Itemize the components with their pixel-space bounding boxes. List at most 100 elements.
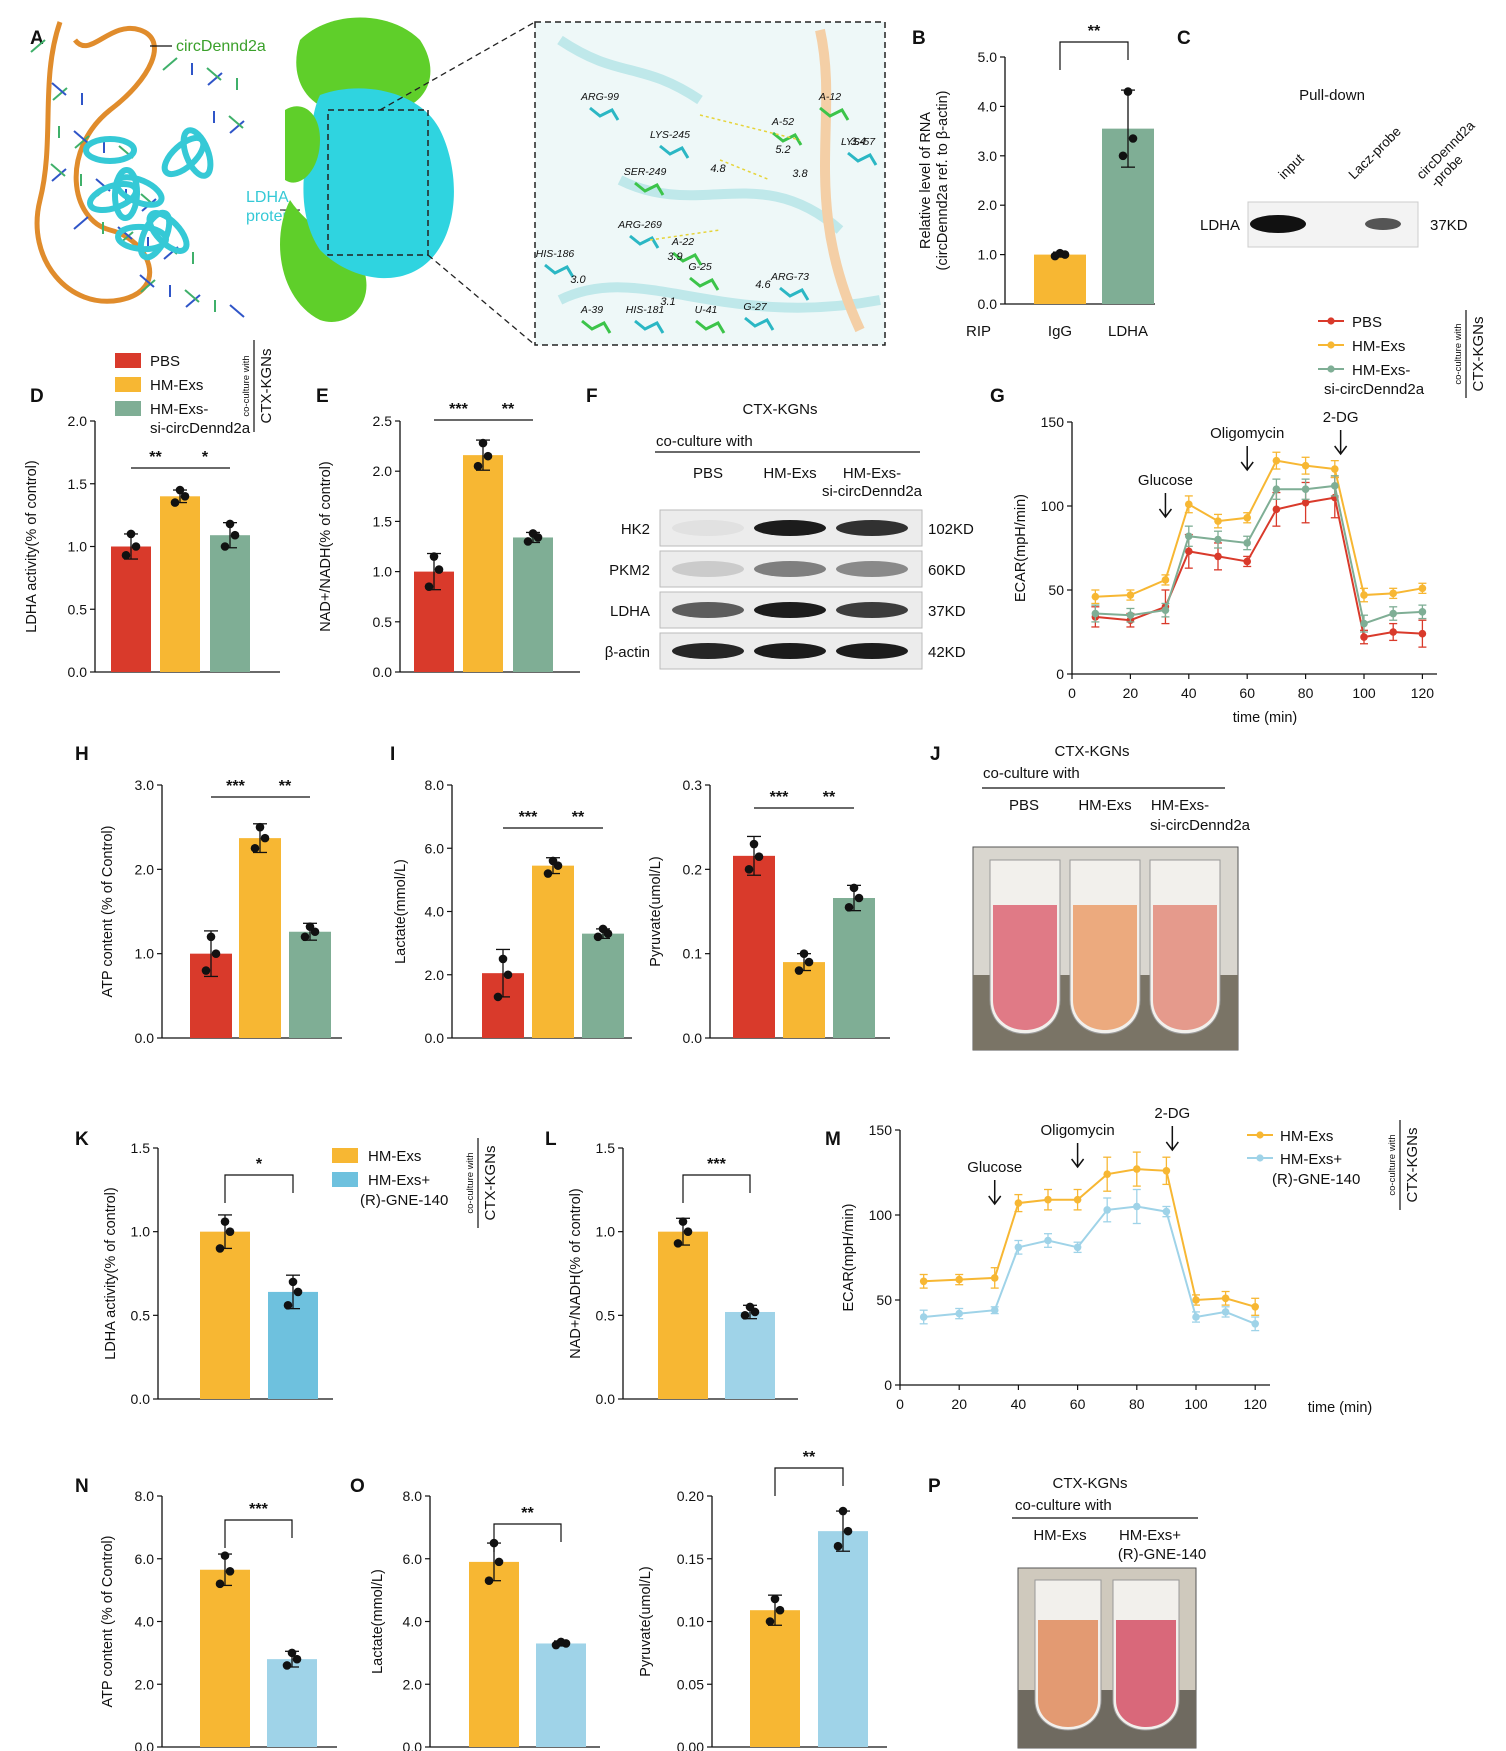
y-tick-label: 4.0 xyxy=(425,904,445,920)
y-axis-label: Pyruvate(umol/L) xyxy=(648,856,664,966)
side-label-small: co-culture with xyxy=(1453,323,1464,384)
panel-o-lactate-chart: 0.0 2.0 4.0 6.0 8.0 Lactate(mmol/L) ** xyxy=(370,1488,600,1751)
rna-base xyxy=(228,115,244,129)
legend-label: HM-Exs xyxy=(1352,338,1405,355)
data-point xyxy=(250,843,260,853)
x-tick-label: 60 xyxy=(1239,685,1255,701)
bar xyxy=(513,537,553,672)
panel-g-chart: 0 50 100 150 0 20 40 60 80 100 120 ECAR(mpH/min) tim… xyxy=(1013,409,1437,726)
data-point xyxy=(1243,513,1251,522)
rna-base xyxy=(73,216,89,230)
lane-label: HM-Exs- xyxy=(1151,797,1209,814)
data-point xyxy=(260,833,270,843)
y-tick-label: 2.0 xyxy=(978,197,998,213)
blot-title: Pull-down xyxy=(1299,87,1365,104)
residue-label: HIS-181 xyxy=(626,304,665,316)
legend-swatch-dot xyxy=(1256,1131,1264,1139)
y-tick-label: 0.0 xyxy=(135,1739,155,1751)
residue-stick xyxy=(629,234,660,249)
significance-mark: * xyxy=(256,1156,263,1173)
panel-label: M xyxy=(825,1129,841,1150)
y-tick-label: 3.0 xyxy=(135,777,155,793)
surface-model xyxy=(280,17,454,322)
x-tick-label: 0 xyxy=(1068,685,1076,701)
size-label: 37KD xyxy=(1430,217,1468,234)
row-label: HK2 xyxy=(621,521,650,538)
x-tick-label: 60 xyxy=(1070,1396,1086,1412)
y-tick-label: 150 xyxy=(869,1122,893,1138)
side-label-small: co-culture with xyxy=(465,1152,476,1213)
rna-ribbon xyxy=(815,28,865,333)
data-point xyxy=(1192,1313,1200,1321)
x-tick-label: 40 xyxy=(1011,1396,1027,1412)
data-point xyxy=(593,932,603,942)
y-axis-label: (circDennd2a ref. to β-actin) xyxy=(935,91,951,271)
data-point xyxy=(1091,609,1100,618)
bar xyxy=(111,546,151,672)
photo-title: CTX-KGNs xyxy=(1053,1475,1128,1492)
data-point xyxy=(484,1576,494,1586)
legend-swatch xyxy=(332,1148,358,1163)
rna-base xyxy=(73,130,89,144)
data-point xyxy=(849,883,859,893)
x-tick-label: 40 xyxy=(1181,685,1197,701)
y-tick-label: 0.5 xyxy=(68,601,88,617)
data-point xyxy=(1073,1195,1082,1204)
annotation-label: 2-DG xyxy=(1323,409,1359,426)
series-line xyxy=(1095,484,1423,625)
data-point xyxy=(1301,461,1310,470)
data-point xyxy=(1185,532,1193,541)
size-label: 42KD xyxy=(928,644,966,661)
significance-mark: ** xyxy=(149,449,162,466)
data-point xyxy=(1162,1167,1171,1175)
rna-base xyxy=(185,294,201,308)
rna-base xyxy=(30,39,46,53)
data-point xyxy=(1272,505,1281,514)
data-point xyxy=(230,530,240,540)
data-point xyxy=(838,1506,848,1516)
bar xyxy=(469,1561,519,1747)
significance-bracket xyxy=(774,1467,844,1496)
panel-label: B xyxy=(912,28,926,49)
surface-cyan xyxy=(303,88,454,279)
y-tick-label: 0.5 xyxy=(373,614,393,630)
y-tick-label: 0 xyxy=(884,1377,892,1393)
data-point xyxy=(1389,628,1397,636)
legend-label: (R)-GNE-140 xyxy=(1272,1171,1360,1188)
photo-title: CTX-KGNs xyxy=(1055,743,1130,760)
data-point xyxy=(770,1594,780,1604)
row-label: PKM2 xyxy=(609,562,650,579)
side-label-d: co-culture with CTX-KGNs xyxy=(241,340,275,432)
significance-mark: *** xyxy=(249,1501,268,1518)
y-tick-label: 0.05 xyxy=(677,1676,704,1692)
helix xyxy=(87,180,139,214)
panel-j-photo: CTX-KGNs co-culture with PBS HM-Exs HM-Exs-s… xyxy=(972,743,1251,1051)
side-label-m: co-culture with CTX-KGNs xyxy=(1387,1120,1421,1210)
panel-m-chart: 0 50 100 150 0 20 40 60 80 100 120 ECAR(mpH/min) tim… xyxy=(841,1105,1372,1416)
bar xyxy=(210,535,250,672)
band xyxy=(672,561,744,577)
annotation-arrow xyxy=(988,1180,1002,1206)
y-tick-label: 4.0 xyxy=(403,1614,423,1630)
legend-d: PBS HM-Exs HM-Exs-si-circDennd2a xyxy=(115,353,251,437)
bar xyxy=(463,455,503,672)
y-axis-label: LDHA activity(% of control) xyxy=(103,1187,119,1359)
significance-bracket xyxy=(224,1519,293,1548)
legend-label: si-circDennd2a xyxy=(150,420,251,437)
tube-liquid xyxy=(1038,1620,1098,1727)
data-point xyxy=(483,451,493,461)
y-tick-label: 2.0 xyxy=(403,1676,423,1692)
data-point xyxy=(225,1227,235,1236)
bar xyxy=(750,1610,800,1747)
helix xyxy=(83,136,137,164)
y-tick-label: 50 xyxy=(876,1292,892,1308)
surface-green xyxy=(296,17,431,110)
y-tick-label: 6.0 xyxy=(403,1551,423,1567)
legend-swatch-dot xyxy=(1327,365,1335,373)
legend-swatch xyxy=(115,377,141,392)
data-point xyxy=(1214,552,1222,561)
